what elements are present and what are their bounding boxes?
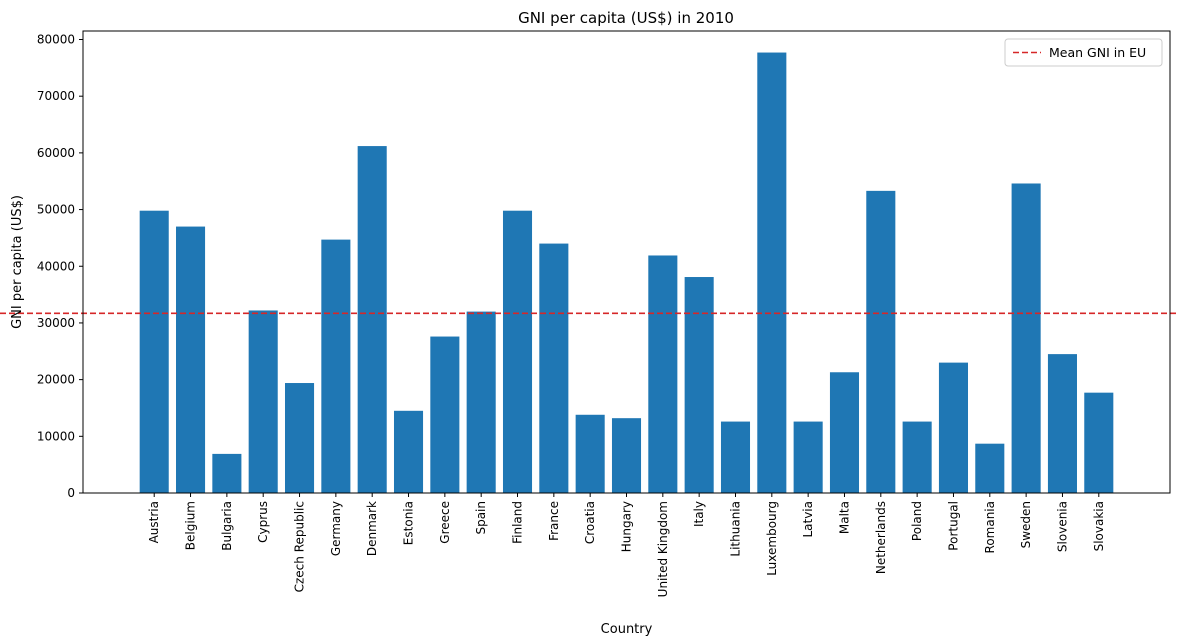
bar-luxembourg bbox=[757, 52, 787, 493]
chart-title: GNI per capita (US$) in 2010 bbox=[518, 9, 734, 27]
bar-croatia bbox=[575, 414, 605, 493]
bar-slovakia bbox=[1084, 392, 1114, 493]
x-tick-label-spain: Spain bbox=[474, 501, 488, 535]
bar-portugal bbox=[938, 362, 969, 493]
y-tick-label: 80000 bbox=[37, 33, 75, 47]
y-tick-label: 40000 bbox=[37, 259, 75, 273]
x-tick-label-lithuania: Lithuania bbox=[728, 501, 742, 557]
x-axis: Austria Belgium Bulgaria Cyprus Czech Republ… bbox=[147, 493, 1106, 597]
bar-czech-republic bbox=[284, 383, 315, 493]
bar-italy bbox=[684, 277, 714, 493]
bar-estonia bbox=[393, 410, 424, 493]
x-axis-title: Country bbox=[601, 622, 653, 637]
x-tick-label-netherlands: Netherlands bbox=[874, 501, 888, 574]
bar-germany bbox=[321, 239, 351, 493]
y-tick-label: 10000 bbox=[37, 429, 75, 443]
x-tick-label-croatia: Croatia bbox=[583, 501, 597, 544]
bar-hungary bbox=[611, 418, 642, 493]
x-tick-label-portugal: Portugal bbox=[946, 501, 960, 551]
bar-belgium bbox=[176, 226, 206, 493]
x-tick-label-estonia: Estonia bbox=[402, 501, 416, 545]
bar-latvia bbox=[793, 421, 823, 493]
bar-slovenia bbox=[1047, 354, 1077, 493]
x-tick-label-bulgaria: Bulgaria bbox=[220, 501, 234, 551]
y-tick-label: 20000 bbox=[37, 373, 75, 387]
x-tick-label-latvia: Latvia bbox=[801, 501, 815, 538]
x-tick-label-czech-republic: Czech Republic bbox=[293, 501, 307, 592]
y-tick-label: 0 bbox=[67, 486, 75, 500]
bar-spain bbox=[466, 311, 496, 493]
bar-united-kingdom bbox=[648, 255, 678, 493]
x-tick-label-germany: Germany bbox=[329, 501, 343, 556]
legend-label-mean: Mean GNI in EU bbox=[1049, 45, 1146, 60]
x-tick-label-cyprus: Cyprus bbox=[256, 501, 270, 543]
x-tick-label-finland: Finland bbox=[511, 501, 525, 544]
x-tick-label-italy: Italy bbox=[692, 501, 706, 527]
x-tick-label-belgium: Belgium bbox=[184, 501, 198, 550]
x-tick-label-luxembourg: Luxembourg bbox=[765, 501, 779, 576]
bar-finland bbox=[502, 210, 533, 493]
bar-malta bbox=[829, 372, 860, 493]
y-tick-label: 30000 bbox=[37, 316, 75, 330]
bar-poland bbox=[902, 421, 932, 493]
bar-sweden bbox=[1011, 183, 1041, 493]
bar-lithuania bbox=[720, 421, 751, 493]
x-tick-label-denmark: Denmark bbox=[365, 501, 379, 556]
x-tick-label-malta: Malta bbox=[837, 501, 851, 534]
x-tick-label-france: France bbox=[547, 501, 561, 541]
x-tick-label-slovakia: Slovakia bbox=[1092, 501, 1106, 551]
x-tick-label-greece: Greece bbox=[438, 501, 452, 544]
legend-box bbox=[1004, 38, 1163, 67]
legend: Mean GNI in EU bbox=[1004, 38, 1163, 67]
y-tick-label: 70000 bbox=[37, 89, 75, 103]
bar-denmark bbox=[357, 146, 387, 494]
y-axis: 0 10000 20000 30000 40000 50000 60000 70000 8000… bbox=[37, 33, 83, 500]
x-tick-label-slovenia: Slovenia bbox=[1055, 501, 1069, 552]
bar-romania bbox=[975, 443, 1005, 493]
x-tick-label-poland: Poland bbox=[910, 501, 924, 541]
y-axis-title: GNI per capita (US$) bbox=[10, 195, 25, 329]
x-tick-label-austria: Austria bbox=[147, 501, 161, 543]
x-tick-label-sweden: Sweden bbox=[1019, 501, 1033, 548]
bar-greece bbox=[430, 336, 460, 493]
y-tick-label: 60000 bbox=[37, 146, 75, 160]
bar-france bbox=[539, 243, 569, 493]
x-tick-label-united-kingdom: United Kingdom bbox=[656, 501, 670, 597]
bar-bulgaria bbox=[212, 453, 242, 493]
x-tick-label-romania: Romania bbox=[983, 501, 997, 553]
x-tick-label-hungary: Hungary bbox=[620, 501, 634, 552]
bar-cyprus bbox=[248, 310, 278, 493]
y-tick-label: 50000 bbox=[37, 203, 75, 217]
bar-netherlands bbox=[866, 190, 896, 493]
bar-austria bbox=[139, 210, 169, 493]
bars-group bbox=[139, 52, 1114, 494]
